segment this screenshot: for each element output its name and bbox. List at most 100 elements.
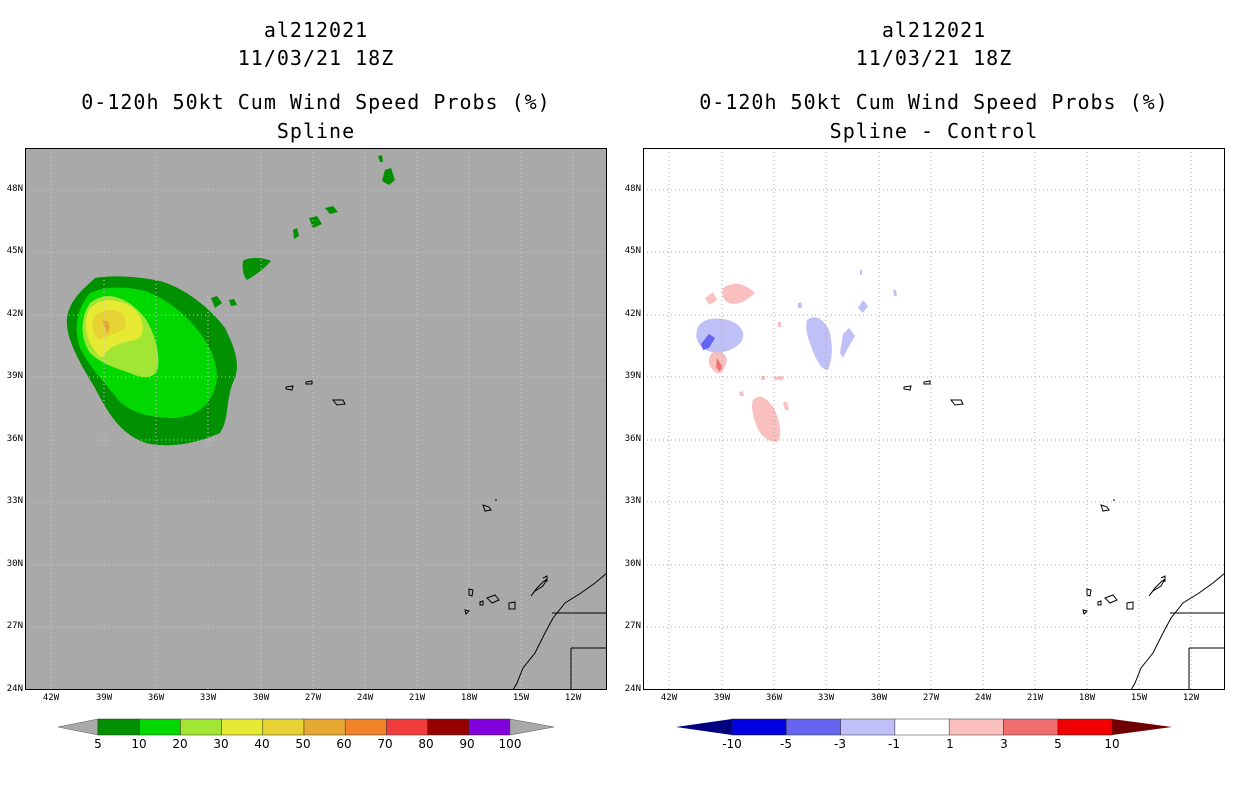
right-product-title: 0-120h 50kt Cum Wind Speed Probs (%) — [699, 90, 1169, 114]
colorbar-label: 80 — [418, 737, 434, 751]
lat-label: 48N — [6, 184, 23, 194]
left-subtitle: Spline — [276, 119, 356, 143]
right-datetime: 11/03/21 18Z — [855, 46, 1013, 70]
lon-label: 36W — [147, 693, 165, 703]
colorbar-low-end — [676, 719, 732, 735]
prob-patch — [242, 257, 271, 280]
colorbar-swatch — [894, 718, 950, 736]
colorbar-swatch — [221, 718, 264, 736]
lat-label: 30N — [6, 559, 23, 569]
lon-label: 21W — [408, 693, 426, 703]
colorbar-swatch — [344, 718, 387, 736]
right-subtitle: Spline - Control — [829, 119, 1039, 143]
colorbar-swatch — [1003, 718, 1059, 736]
colorbar-swatch — [786, 718, 841, 736]
lon-label: 27W — [304, 693, 322, 703]
colorbar-swatch — [948, 718, 1004, 736]
lat-label: 36N — [6, 434, 23, 444]
lon-label: 12W — [564, 693, 582, 703]
lon-label: 18W — [460, 693, 478, 703]
colorbar-label: 90 — [459, 737, 475, 751]
lon-label: 12W — [1182, 693, 1200, 703]
lon-label: 42W — [660, 693, 678, 703]
lon-label: 21W — [1026, 693, 1044, 703]
lon-label: 15W — [1130, 693, 1148, 703]
lat-label: 39N — [6, 371, 23, 381]
colorbar-swatch — [468, 718, 511, 736]
colorbar-swatch — [97, 718, 140, 736]
lat-label: 33N — [624, 496, 641, 506]
colorbar-swatch — [1057, 718, 1113, 736]
colorbar-swatch — [138, 718, 181, 736]
lat-label: 24N — [624, 684, 641, 694]
colorbar-label: 40 — [254, 737, 270, 751]
colorbar-label: -5 — [780, 737, 792, 751]
colorbar-swatch — [731, 718, 787, 736]
colorbar-low-end — [58, 718, 99, 736]
lon-label: 24W — [356, 693, 374, 703]
right-coastlines — [903, 380, 1225, 690]
colorbar-label: 100 — [498, 737, 522, 751]
left-colorbar — [58, 718, 554, 736]
right-colorbar-boxes — [731, 718, 1113, 736]
colorbar-label: 3 — [1000, 737, 1008, 751]
lat-label: 48N — [624, 184, 641, 194]
lat-label: 45N — [6, 246, 23, 256]
prob-patch — [229, 299, 237, 306]
lon-label: 36W — [765, 693, 783, 703]
prob-contour-50 — [102, 320, 110, 334]
diff-patches-negative — [696, 270, 897, 370]
colorbar-label: 5 — [94, 737, 102, 751]
lon-label: 33W — [199, 693, 217, 703]
left-colorbar-boxes — [97, 718, 511, 736]
colorbar-high-end — [509, 718, 554, 736]
right-map-background — [643, 148, 1225, 690]
lat-label: 42N — [624, 309, 641, 319]
colorbar-label: -1 — [888, 737, 900, 751]
left-map-background — [25, 148, 607, 690]
prob-patch — [325, 206, 338, 214]
colorbar-label: 10 — [1104, 737, 1120, 751]
colorbar-label: 30 — [213, 737, 229, 751]
right-map-frame — [643, 148, 1225, 690]
lat-label: 24N — [6, 684, 23, 694]
left-map-frame — [25, 148, 607, 690]
lat-label: 27N — [624, 621, 641, 631]
lat-label: 39N — [624, 371, 641, 381]
colorbar-label: 1 — [946, 737, 954, 751]
colorbar-swatch — [303, 718, 346, 736]
colorbar-high-end — [1112, 719, 1172, 735]
lon-label: 15W — [512, 693, 530, 703]
lat-label: 27N — [6, 621, 23, 631]
colorbar-swatch — [262, 718, 305, 736]
lon-label: 33W — [817, 693, 835, 703]
right-colorbar — [676, 718, 1172, 736]
prob-patch — [211, 296, 222, 308]
lon-label: 42W — [42, 693, 60, 703]
left-grid — [25, 148, 607, 690]
prob-patch — [293, 228, 299, 239]
colorbar-swatch — [386, 718, 428, 736]
prob-patch — [382, 168, 395, 185]
colorbar-label: -3 — [834, 737, 846, 751]
prob-patch — [309, 216, 322, 228]
lon-label: 27W — [922, 693, 940, 703]
lat-label: 30N — [624, 559, 641, 569]
colorbar-label: 20 — [172, 737, 188, 751]
lat-label: 42N — [6, 309, 23, 319]
colorbar-label: -10 — [722, 737, 742, 751]
left-map — [25, 148, 607, 690]
lat-label: 33N — [6, 496, 23, 506]
left-storm-id: al212021 — [263, 18, 369, 42]
lat-label: 45N — [624, 246, 641, 256]
lat-label: 36N — [624, 434, 641, 444]
lon-label: 39W — [713, 693, 731, 703]
left-product-title: 0-120h 50kt Cum Wind Speed Probs (%) — [81, 90, 551, 114]
right-storm-id: al212021 — [881, 18, 987, 42]
lon-label: 24W — [974, 693, 992, 703]
colorbar-label: 50 — [295, 737, 311, 751]
colorbar-swatch — [427, 718, 470, 736]
prob-patch — [378, 155, 383, 162]
lon-label: 30W — [870, 693, 888, 703]
colorbar-label: 10 — [131, 737, 147, 751]
